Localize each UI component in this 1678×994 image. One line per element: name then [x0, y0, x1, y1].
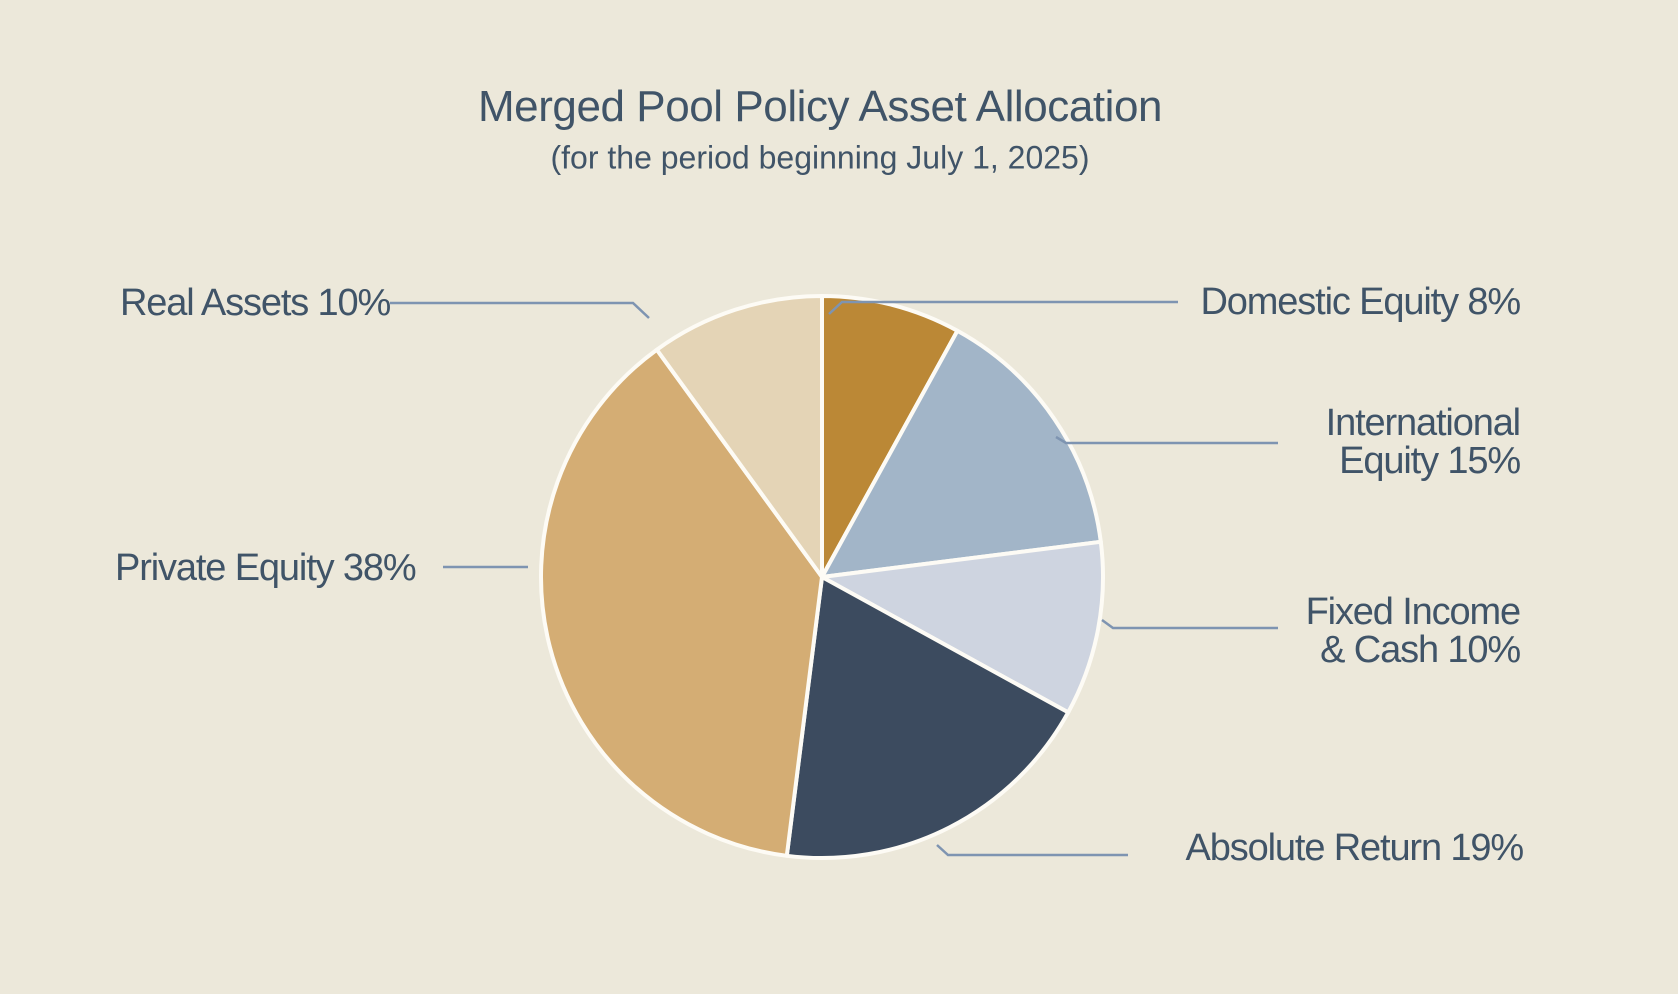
callout-absolute-return: Absolute Return 19% — [1185, 827, 1525, 869]
pie-slices-group — [539, 294, 1105, 860]
chart-subtitle: (for the period beginning July 1, 2025) — [550, 139, 1090, 176]
slice-absolute-return — [784, 575, 1071, 860]
callout-international-equity: International Equity 15% — [1325, 402, 1521, 482]
leader-line-international-equity — [1055, 435, 1278, 445]
callout-fixed-income-cash: Fixed Income & Cash 10% — [1305, 591, 1522, 671]
callout-domestic-equity: Domestic Equity 8% — [1200, 281, 1522, 323]
slice-international-equity — [820, 328, 1103, 579]
leader-line-absolute-return — [936, 844, 1128, 857]
leader-line-domestic-equity — [828, 300, 1178, 315]
slice-real-assets — [654, 294, 824, 579]
slice-domestic-equity — [820, 294, 960, 579]
slice-fixed-income-cash — [820, 539, 1105, 715]
callout-real-assets: Real Assets 10% — [120, 282, 391, 324]
callout-private-equity: Private Equity 38% — [115, 547, 417, 589]
chart-title: Merged Pool Policy Asset Allocation — [477, 82, 1163, 131]
leader-line-fixed-income — [1101, 618, 1278, 630]
leader-lines-group — [390, 300, 1278, 857]
slice-private-equity — [539, 347, 824, 858]
leader-line-real-assets — [390, 301, 650, 319]
